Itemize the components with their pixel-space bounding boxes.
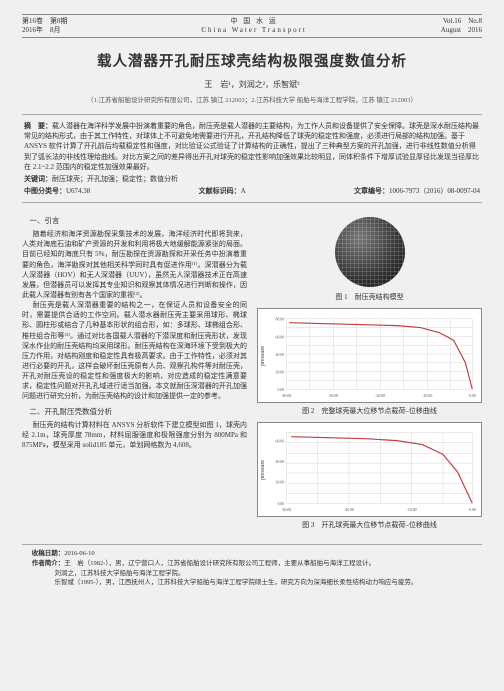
svg-text:60.00: 60.00 <box>276 336 285 340</box>
svg-text:-30.00: -30.00 <box>281 508 291 512</box>
svg-text:-20.00: -20.00 <box>375 394 385 398</box>
svg-text:20.00: 20.00 <box>276 371 285 375</box>
right-column: 图 1 耐压壳结构模型 pressure -40.00-30.00-20.00-… <box>257 211 482 536</box>
svg-text:40.00: 40.00 <box>276 460 285 464</box>
chart1-ylabel: pressure <box>260 346 266 366</box>
article-title: 载人潜器开孔耐压球壳结构极限强度数值分析 <box>22 50 482 71</box>
svg-text:-10.00: -10.00 <box>422 394 432 398</box>
abstract-text: 载人潜器在海洋科学发展中扮演着重要的角色，耐压壳是载人潜器的主要结构，为工作人员… <box>24 122 479 171</box>
section-2-title: 二、开孔耐压壳数值分析 <box>22 406 247 417</box>
chart-2: pressure -30.00 -20.00 -10.00 0.00 0.00 20.0… <box>257 422 482 517</box>
s1-para-1: 随着经济和海洋资源勘探采集技术的发展，海洋经济时代即将到来，人类对海底石油和矿产… <box>22 229 247 300</box>
author-bio-3: 乐智斌（1995-），男，江西抚州人，江苏科技大学船舶与海洋工程学院硕士生，研究… <box>22 578 482 588</box>
vol-no: Vol.16 No.8 <box>441 17 482 26</box>
clc: 中图分类号：U674.38 <box>24 186 90 196</box>
chart2-svg: -30.00 -20.00 -10.00 0.00 0.00 20.00 40.00 60.… <box>258 423 481 516</box>
svg-text:0.00: 0.00 <box>277 388 284 392</box>
svg-text:-10.00: -10.00 <box>407 508 417 512</box>
receive-date: 收稿日期：2016-06-10 <box>22 549 482 559</box>
journal-en: China Water Transport <box>201 26 306 35</box>
journal-cn: 中 国 水 运 <box>201 17 306 26</box>
svg-text:0.00: 0.00 <box>469 394 476 398</box>
footer-block: 收稿日期：2016-06-10 作者简介：王 岩（1982-），男，辽宁营口人，… <box>22 544 482 588</box>
figure-1: 图 1 耐压壳结构模型 <box>257 217 482 302</box>
chart-1: pressure -40.00 -30.00 -20.00 -10.00 0.00 0.… <box>257 308 482 403</box>
header-right: Vol.16 No.8 August 2016 <box>441 17 482 35</box>
svg-text:40.00: 40.00 <box>276 353 285 357</box>
svg-text:-40.00: -40.00 <box>281 394 291 398</box>
volume-issue: 第16卷 第8期 <box>22 17 68 26</box>
fig3-caption: 图 3 开孔球壳最大位移节点载荷–位移曲线 <box>257 520 482 530</box>
svg-text:60.00: 60.00 <box>276 440 285 444</box>
authors: 王 岩¹，刘润之²，乐智斌² <box>22 79 482 90</box>
chart1-svg: -40.00 -30.00 -20.00 -10.00 0.00 0.00 20.00 40… <box>258 309 481 402</box>
fig2-caption: 图 2 完整球壳最大位移节点载荷–位移曲线 <box>257 406 482 416</box>
svg-text:20.00: 20.00 <box>276 481 285 485</box>
abstract-block: 摘 要：载人潜器在海洋科学发展中扮演着重要的角色，耐压壳是载人潜器的主要结构，为… <box>22 114 482 203</box>
author-bio-2: 刘润之，江苏科技大学船舶与海洋工程学院。 <box>22 569 482 579</box>
svg-text:80.00: 80.00 <box>276 318 285 322</box>
classify-row: 中图分类号：U674.38 文献标识码：A 文章编号：1006-7973（201… <box>24 186 480 196</box>
svg-text:-20.00: -20.00 <box>344 508 354 512</box>
abstract-row: 摘 要：载人潜器在海洋科学发展中扮演着重要的角色，耐压壳是载人潜器的主要结构，为… <box>24 121 480 172</box>
chart2-ylabel: pressure <box>260 460 266 480</box>
keywords-row: 关键词：耐压球壳；开孔加强；稳定性；数值分析 <box>24 174 480 184</box>
fig1-caption: 图 1 耐压壳结构模型 <box>257 292 482 302</box>
author-bio-1: 作者简介：王 岩（1982-），男，辽宁营口人，江苏省船舶设计研究所有限公司工程… <box>22 559 482 569</box>
keywords-text: 耐压球壳；开孔加强；稳定性；数值分析 <box>52 175 178 183</box>
affiliation: （1.江苏省船舶设计研究所有限公司，江苏 镇江 212003；2.江苏科技大学 … <box>22 94 482 104</box>
s2-para-1: 耐压壳的结构计算材料在 ANSYS 分析软件下建立模型如图 1，球壳内经 2.1… <box>22 420 247 450</box>
running-header: 第16卷 第8期 2016年 8月 中 国 水 运 China Water Tr… <box>22 14 482 38</box>
header-left: 第16卷 第8期 2016年 8月 <box>22 17 68 35</box>
svg-text:-30.00: -30.00 <box>328 394 338 398</box>
figure-3: pressure -30.00 -20.00 -10.00 0.00 0.00 20.0… <box>257 422 482 530</box>
figure-2: pressure -40.00 -30.00 -20.00 -10.00 0.00 0.… <box>257 308 482 416</box>
page: 第16卷 第8期 2016年 8月 中 国 水 运 China Water Tr… <box>0 0 504 691</box>
abstract-label: 摘 要： <box>24 122 52 130</box>
header-center: 中 国 水 运 China Water Transport <box>201 17 306 35</box>
keywords-label: 关键词： <box>24 175 52 183</box>
pub-month: August 2016 <box>441 26 482 35</box>
sphere-model-icon <box>335 217 405 287</box>
svg-text:0.00: 0.00 <box>277 502 284 506</box>
s1-para-2: 耐压壳是载人深潜器重要的结构之一，在保证人员和设备安全的同时，需要提供合适的工作… <box>22 300 247 401</box>
section-1-title: 一、引言 <box>22 215 247 226</box>
year-month: 2016年 8月 <box>22 26 68 35</box>
doc-code: 文献标识码：A <box>199 186 246 196</box>
svg-text:0.00: 0.00 <box>469 508 476 512</box>
article-id: 文章编号：1006-7973（2016）08-0097-04 <box>354 186 480 196</box>
two-column-content: 一、引言 随着经济和海洋资源勘探采集技术的发展，海洋经济时代即将到来，人类对海底… <box>22 211 482 536</box>
left-column: 一、引言 随着经济和海洋资源勘探采集技术的发展，海洋经济时代即将到来，人类对海底… <box>22 211 247 536</box>
